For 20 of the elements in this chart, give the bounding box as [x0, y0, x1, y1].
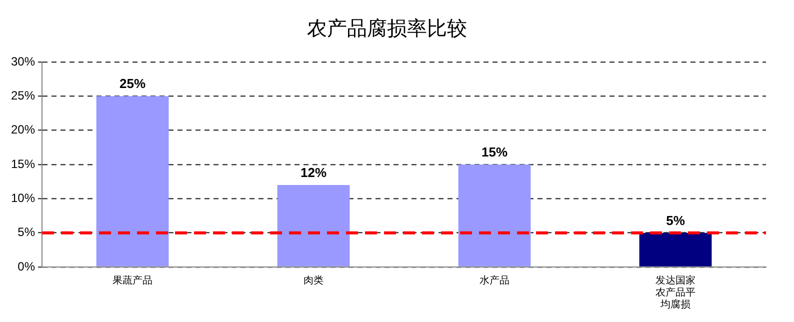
- data-label: 12%: [300, 165, 327, 180]
- chart-title: 农产品腐损率比较: [307, 16, 467, 40]
- x-tick-label: 果蔬产品: [112, 274, 153, 287]
- x-tick-label: 水产品: [480, 274, 510, 287]
- y-tick-label: 0%: [18, 259, 36, 274]
- bar: [96, 96, 169, 266]
- bar: [639, 232, 712, 266]
- y-tick-label: 30%: [10, 54, 36, 68]
- y-tick-label: 5%: [18, 225, 36, 240]
- bar: [277, 185, 350, 266]
- y-tick-label: 20%: [10, 122, 36, 137]
- bar: [458, 164, 531, 266]
- y-tick-label: 25%: [10, 88, 36, 102]
- x-tick-label: 肉类: [304, 274, 324, 287]
- data-label: 5%: [666, 212, 686, 228]
- y-tick-label: 15%: [10, 156, 36, 171]
- y-tick-label: 10%: [10, 190, 36, 205]
- data-label: 25%: [120, 76, 146, 92]
- data-label: 15%: [481, 144, 508, 160]
- x-tick-label: 发达国家农产品平均腐损: [656, 274, 696, 311]
